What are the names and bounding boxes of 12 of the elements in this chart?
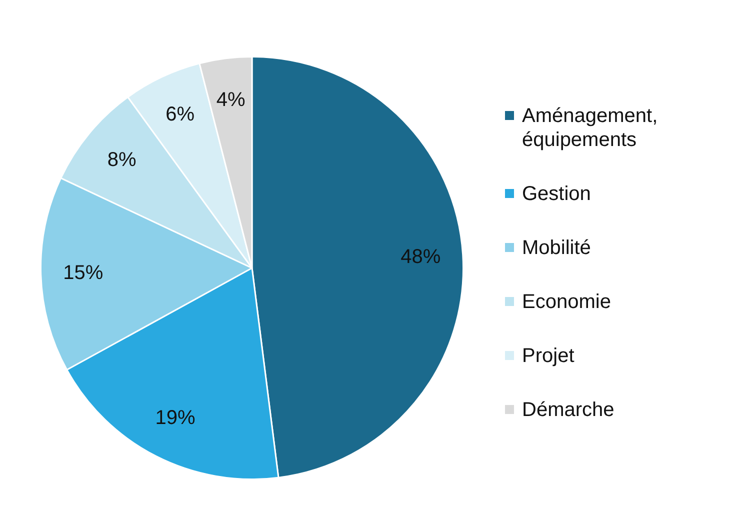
legend-label: Aménagement, équipements xyxy=(522,104,659,152)
legend-label: Mobilité xyxy=(522,236,592,260)
legend-label: Démarche xyxy=(522,398,616,422)
legend-label: Economie xyxy=(522,290,612,314)
data-label: 6% xyxy=(166,104,195,126)
legend-label: Gestion xyxy=(522,182,592,206)
legend-label: Projet xyxy=(522,344,576,368)
data-label: 8% xyxy=(107,148,136,171)
data-label: 48% xyxy=(400,246,441,268)
data-label: 19% xyxy=(155,407,196,430)
data-label: 15% xyxy=(63,262,104,284)
data-label: 4% xyxy=(216,88,246,111)
